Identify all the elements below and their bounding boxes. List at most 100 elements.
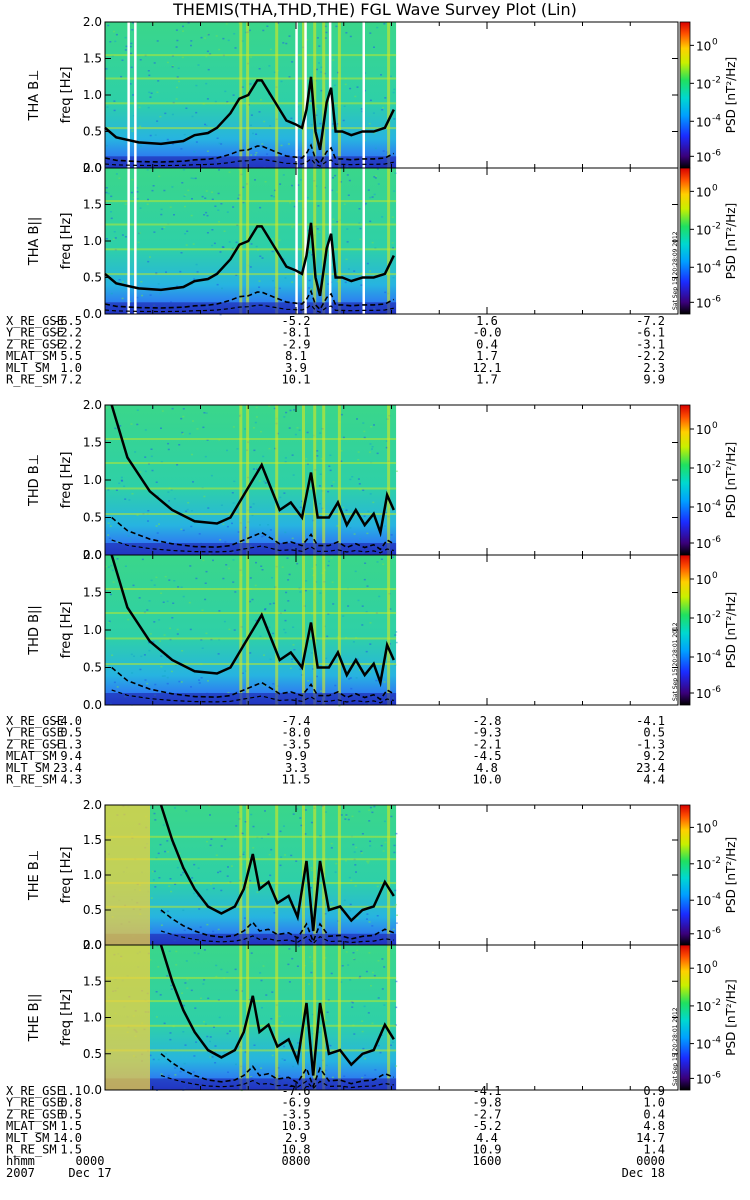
spectrogram-speckle [165, 1053, 167, 1055]
spectrogram-speckle [164, 112, 167, 115]
spectrogram-speckle [368, 671, 371, 673]
spectrogram-speckle [350, 687, 353, 690]
spectrogram-band [105, 1024, 397, 1027]
spectrogram-speckle [310, 869, 313, 872]
spectrogram-speckle [259, 972, 262, 974]
spectrogram-speckle [206, 439, 209, 441]
spectrogram-speckle [297, 1042, 300, 1044]
colorbar-tick-exponent: -2 [712, 856, 721, 866]
ephemeris-value: -3.5 [282, 737, 311, 751]
colorbar-tick-exponent: -4 [712, 649, 721, 659]
ephemeris-label: Z_RE_GSE [6, 337, 64, 351]
spectrogram-speckle [263, 684, 266, 687]
ephemeris-value: -1.3 [636, 737, 665, 751]
spectrogram-speckle [111, 654, 114, 656]
spectrogram-speckle [288, 76, 291, 78]
spectrogram-speckle [107, 566, 110, 568]
spectrogram-speckle [189, 565, 192, 567]
spectrogram-speckle [269, 48, 272, 51]
spectrogram-speckle [204, 197, 207, 199]
spectrogram-speckle [318, 485, 321, 487]
spectrogram-speckle [127, 535, 130, 537]
spectrogram-speckle [308, 252, 311, 254]
spectrogram-speckle [147, 510, 150, 512]
spectrogram-stripe [239, 22, 243, 168]
spectrogram-speckle [270, 195, 273, 197]
spectrogram-speckle [185, 960, 188, 962]
spectrogram-speckle [204, 598, 207, 601]
spectrogram-speckle [136, 296, 139, 299]
spectrogram-speckle [318, 1031, 321, 1033]
ephemeris-value: -4.1 [636, 714, 665, 728]
spectrogram-speckle [371, 1022, 374, 1025]
spectrogram-speckle [235, 825, 238, 827]
spectrogram-speckle [384, 97, 387, 99]
spectrogram-speckle [255, 619, 258, 622]
spectrogram-speckle [269, 125, 272, 127]
spectrogram-speckle [115, 489, 118, 491]
spectrogram-speckle [376, 168, 379, 170]
spectrogram-speckle [220, 968, 223, 971]
spectrogram-speckle [378, 595, 381, 598]
spectrogram-stripe [313, 22, 317, 168]
spectrogram-speckle [349, 903, 352, 906]
spectrogram-speckle [295, 860, 298, 862]
spectrogram-speckle [291, 537, 294, 540]
spectrogram-band [105, 835, 397, 838]
spectrogram-speckle [144, 429, 147, 431]
spectrogram-speckle [203, 949, 206, 951]
spectrogram-speckle [289, 202, 292, 204]
spectrogram-speckle [198, 679, 201, 681]
spectrogram-speckle [315, 114, 318, 116]
ephemeris-value: 9.9 [285, 749, 307, 763]
spectrogram-speckle [296, 427, 299, 429]
spectrogram-stripe [322, 405, 326, 555]
spectrogram-speckle [176, 39, 179, 42]
spectrogram-speckle [200, 36, 203, 39]
spectrogram-speckle [360, 852, 363, 854]
spectrogram-speckle [184, 1044, 187, 1046]
colorbar-tick-exponent: -6 [712, 294, 721, 304]
spectrogram-speckle [133, 655, 135, 657]
spectrogram-high-power [105, 805, 150, 945]
spectrogram-speckle [349, 979, 352, 981]
spectrogram-speckle [262, 535, 265, 537]
spectrogram-speckle [203, 495, 206, 498]
colorbar-tick-exponent: -2 [712, 460, 721, 470]
spectrogram-speckle [374, 177, 377, 179]
spectrogram-speckle [221, 246, 224, 248]
spectrogram-speckle [150, 927, 153, 930]
spectrogram-speckle [198, 682, 201, 684]
spectrogram-speckle [190, 214, 193, 217]
spectrogram-speckle [295, 1050, 298, 1053]
spectrogram-speckle [249, 266, 252, 268]
spectrogram-speckle [300, 824, 303, 827]
spectrogram-speckle [164, 670, 166, 672]
spectrogram-speckle [176, 86, 178, 89]
spectrogram-speckle [140, 655, 143, 658]
spectrogram-speckle [229, 1030, 231, 1032]
spectrogram-speckle [287, 143, 290, 145]
spectrogram-speckle [335, 862, 338, 865]
spectrogram-speckle [174, 1074, 177, 1076]
spectrogram-speckle [198, 1073, 201, 1075]
spectrogram-speckle [358, 810, 361, 813]
spectrogram-speckle [219, 539, 222, 541]
y-tick-label: 1.0 [83, 623, 102, 637]
spectrogram-floor [105, 543, 397, 555]
spectrogram-speckle [150, 897, 153, 899]
spectrogram-speckle [252, 825, 255, 828]
spectrogram-speckle [161, 410, 164, 412]
ephemeris-value: 10.1 [282, 373, 311, 387]
spectrogram-speckle [261, 257, 264, 259]
spectrogram-speckle [342, 615, 345, 617]
gyro-frequency-line [159, 944, 395, 1076]
spectrogram-speckle [190, 525, 193, 528]
spectrogram-speckle [148, 74, 151, 77]
spectrogram-speckle [190, 283, 193, 286]
spectrogram-speckle [310, 887, 312, 889]
spectrogram-speckle [271, 907, 274, 910]
spectrogram-speckle [373, 176, 376, 178]
